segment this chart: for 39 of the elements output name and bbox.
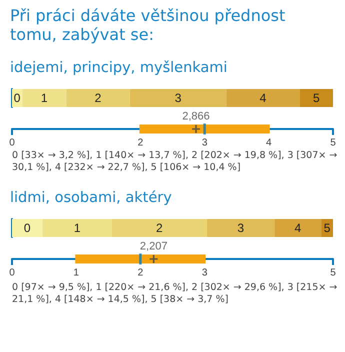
x-tick-label: 2	[138, 268, 144, 278]
bar	[66, 89, 130, 107]
series-label: 1	[74, 221, 81, 235]
series-label: 1	[40, 91, 48, 105]
chart-subtitle: lidmi, osobami, aktéry	[10, 190, 173, 207]
bar	[12, 219, 42, 237]
series-label: 5	[324, 221, 331, 235]
text: 0 [33× → 3,2 %], 1 [140× → 13,7 %], 2 [202× → 19,8 %], 3 [307× → 30,1 %], 4 [232× → 22,7 %], 5 [106× → 10,4 %]	[12, 150, 338, 174]
series-label: 0	[24, 221, 31, 235]
text: 0 [97× → 9,5 %], 1 [220× → 21,6 %], 2 [302× → 29,6 %], 3 [215× → 21,1 %], 4 [148× → 14,5 %], 5 [38× → 3,7 %]	[12, 282, 338, 306]
x-tick-label: 2	[138, 138, 144, 148]
bar	[206, 219, 275, 237]
x-tick-label: 1	[73, 268, 80, 278]
text: 2,207	[140, 240, 168, 252]
series-label: 3	[237, 221, 244, 235]
series-label: 2	[156, 221, 163, 235]
bar	[300, 89, 333, 107]
series-label: 5	[312, 91, 320, 105]
bar	[274, 219, 322, 237]
x-tick-label: 0	[9, 268, 16, 278]
series-label: 4	[260, 91, 267, 105]
series-label: 2	[94, 91, 102, 105]
bar	[42, 219, 112, 237]
text: 2,866	[182, 110, 210, 122]
bar	[226, 89, 300, 107]
series-label: 3	[174, 91, 182, 105]
series-label: 0	[14, 91, 21, 105]
series-label: 4	[294, 221, 302, 235]
bar	[130, 89, 226, 107]
x-tick-label: 5	[330, 138, 336, 148]
chart-title: Při práci dáváte většinou přednost tomu, zabývat se:	[10, 6, 286, 44]
bar	[112, 219, 207, 237]
bar	[22, 89, 66, 107]
x-tick-label: 4	[266, 138, 272, 148]
x-tick-label: 5	[330, 268, 336, 278]
x-tick-label: 0	[9, 138, 16, 148]
x-tick-label: 3	[202, 138, 208, 148]
x-tick-label: 3	[202, 268, 208, 278]
chart-subtitle: idejemi, principy, myšlenkami	[10, 60, 228, 77]
